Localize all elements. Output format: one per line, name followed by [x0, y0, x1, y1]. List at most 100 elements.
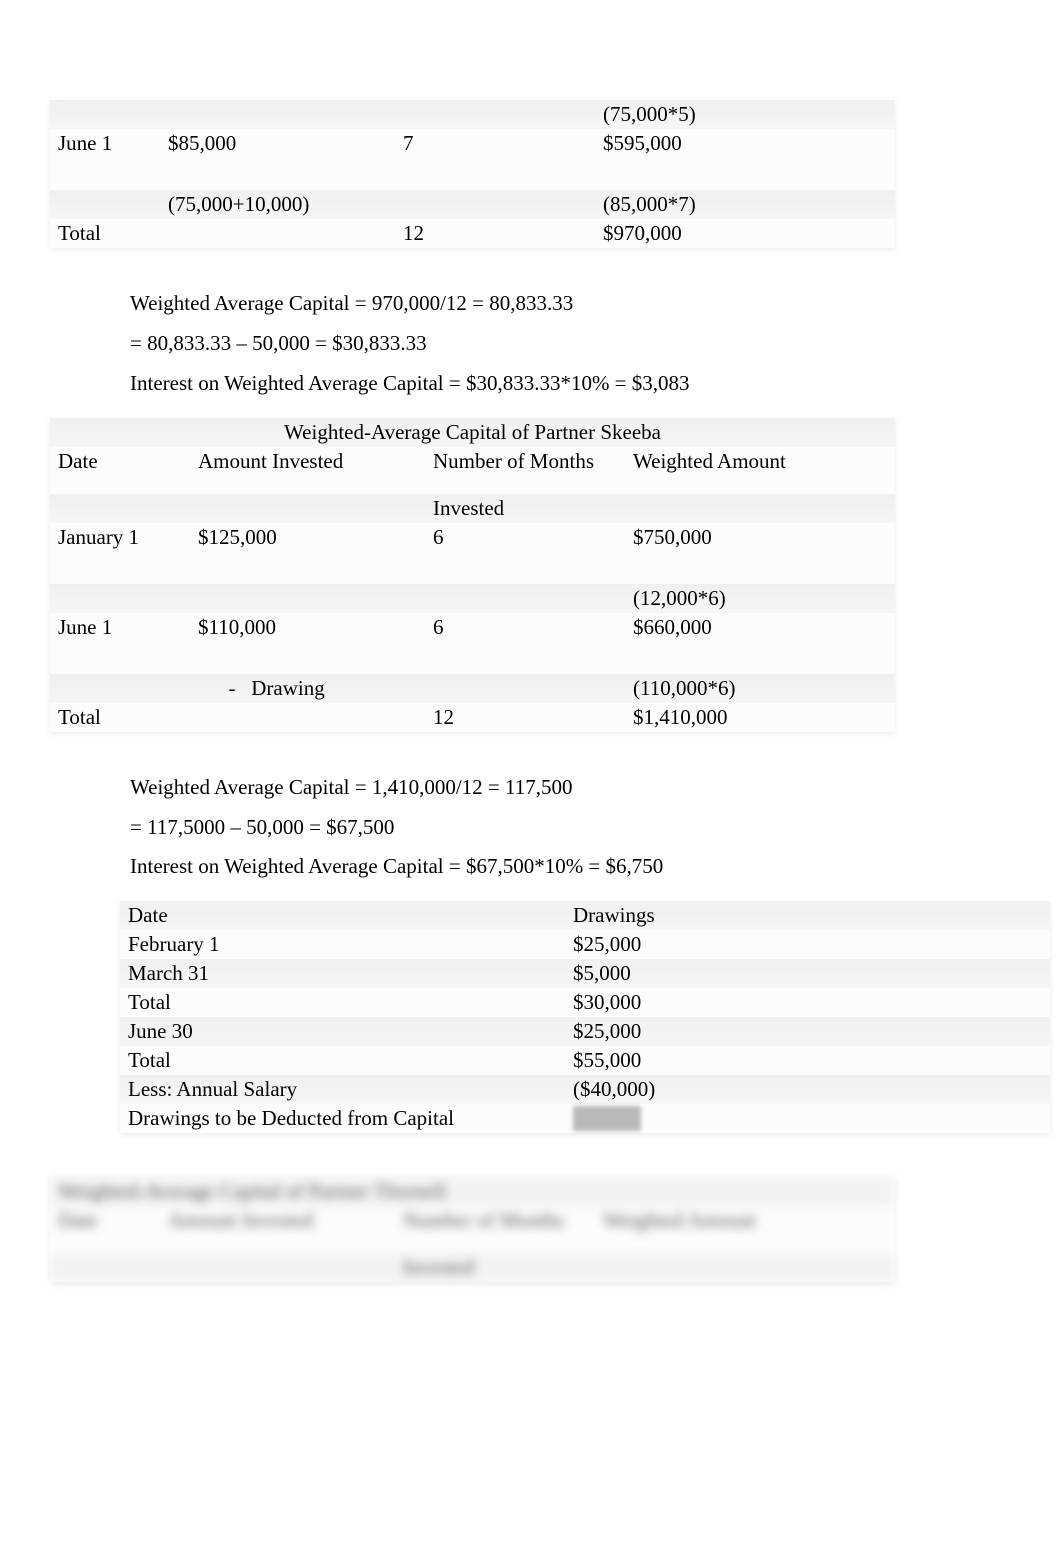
blurred-subspacer	[50, 1235, 895, 1253]
table-row: March 31$5,000	[120, 959, 1050, 988]
table-row	[50, 552, 895, 584]
table-cell	[625, 552, 895, 584]
table-cell: Total	[120, 988, 565, 1017]
table-cell	[50, 100, 160, 129]
calc-block-1: Weighted Average Capital = 970,000/12 = …	[130, 284, 1007, 404]
sub-c4	[625, 494, 895, 523]
table-cell: $25,000	[565, 930, 1050, 959]
table-cell	[395, 100, 595, 129]
table-row: (75,000+10,000) (85,000*7)	[50, 190, 895, 219]
table-cell: $30,000	[565, 988, 1050, 1017]
table-cell: $660,000	[625, 613, 895, 642]
table-cell	[625, 642, 895, 674]
table-drawings: DateDrawingsFebruary 1$25,000March 31$5,…	[120, 901, 1050, 1133]
table-cell: Total	[50, 219, 160, 248]
table-cell: $85,000	[160, 129, 395, 158]
table-row: - Drawing(110,000*6)	[50, 674, 895, 703]
hdr-months: Number of Months	[425, 447, 625, 476]
table-row: DateDrawings	[120, 901, 1050, 930]
calc2-line2: = 117,5000 – 50,000 = $67,500	[130, 808, 1007, 848]
table-skeeba-title: Weighted-Average Capital of Partner Skee…	[50, 418, 895, 447]
table-cell	[50, 190, 160, 219]
table-skeeba-title-row: Weighted-Average Capital of Partner Skee…	[50, 418, 895, 447]
table-cell	[190, 642, 425, 674]
blurred-preview: Weighted-Average Capital of Partner Thor…	[50, 1177, 895, 1282]
table-row	[50, 642, 895, 674]
calc-block-2: Weighted Average Capital = 1,410,000/12 …	[130, 768, 1007, 888]
table-row: (12,000*6)	[50, 584, 895, 613]
table-cell	[425, 552, 625, 584]
table-row: Drawings to be Deducted from Capital $15,…	[120, 1104, 1050, 1133]
bhdr-amount: Amount Invested	[160, 1206, 395, 1235]
table-cell	[160, 158, 395, 190]
sub-c3: Invested	[425, 494, 625, 523]
drawings-body: DateDrawingsFebruary 1$25,000March 31$5,…	[120, 901, 1050, 1133]
table-cell: $595,000	[595, 129, 895, 158]
table-row: June 1$110,0006$660,000	[50, 613, 895, 642]
sub-c2	[190, 494, 425, 523]
table-cell: (85,000*7)	[595, 190, 895, 219]
table-cell: (12,000*6)	[625, 584, 895, 613]
table-cell: ($40,000)	[565, 1075, 1050, 1104]
table-cell: 12	[395, 219, 595, 248]
table-row: June 30$25,000	[120, 1017, 1050, 1046]
hdr-date: Date	[50, 447, 190, 476]
bsub-c3: Invested	[395, 1253, 595, 1282]
table-cell: 12	[425, 703, 625, 732]
table-cell: (75,000+10,000)	[160, 190, 395, 219]
table-cell: Drawings to be Deducted from Capital	[120, 1104, 565, 1133]
table-cell: Drawings	[565, 901, 1050, 930]
table-cell: $15,000	[565, 1104, 1050, 1133]
table-cell: 6	[425, 523, 625, 552]
table-cell	[190, 552, 425, 584]
table-cell: January 1	[50, 523, 190, 552]
table-cell: February 1	[120, 930, 565, 959]
table-row: January 1$125,0006$750,000	[50, 523, 895, 552]
calc2-line3: Interest on Weighted Average Capital = $…	[130, 847, 1007, 887]
table-skeeba: Weighted-Average Capital of Partner Skee…	[50, 418, 895, 732]
table-row: (75,000*5)	[50, 100, 895, 129]
table-cell	[50, 552, 190, 584]
table-row: Total$55,000	[120, 1046, 1050, 1075]
table-skeeba-header-row: Date Amount Invested Number of Months We…	[50, 447, 895, 476]
table-row: Total 12$1,410,000	[50, 703, 895, 732]
table-cell: 6	[425, 613, 625, 642]
dash-icon: -	[218, 676, 246, 701]
table-cell: Total	[50, 703, 190, 732]
table-row	[50, 158, 895, 190]
calc1-line1: Weighted Average Capital = 970,000/12 = …	[130, 284, 1007, 324]
table2-body: January 1$125,0006$750,000 (12,000*6)June…	[50, 523, 895, 732]
table-cell: $125,000	[190, 523, 425, 552]
table-cell	[160, 219, 395, 248]
table-cell: $55,000	[565, 1046, 1050, 1075]
blurred-header-row: Date Amount Invested Number of Months We…	[50, 1206, 895, 1235]
table-cell: Total	[120, 1046, 565, 1075]
table-cell	[50, 674, 190, 703]
blurred-title-row: Weighted-Average Capital of Partner Thor…	[50, 1177, 895, 1206]
table-row: Total12$970,000	[50, 219, 895, 248]
table-cell	[425, 642, 625, 674]
hdr-weight: Weighted Amount	[625, 447, 895, 476]
table-cell: $1,410,000	[625, 703, 895, 732]
table1-body: (75,000*5)June 1$85,0007$595,000(75,000+…	[50, 100, 895, 248]
calc1-line3: Interest on Weighted Average Capital = $…	[130, 364, 1007, 404]
table-cell: $110,000	[190, 613, 425, 642]
table-cell: March 31	[120, 959, 565, 988]
table-row: Total$30,000	[120, 988, 1050, 1017]
bsub-c2	[160, 1253, 395, 1282]
table-cell: June 30	[120, 1017, 565, 1046]
blurred-title: Weighted-Average Capital of Partner Thor…	[50, 1177, 895, 1206]
table-skeeba-subspacer	[50, 476, 895, 494]
calc1-line2: = 80,833.33 – 50,000 = $30,833.33	[130, 324, 1007, 364]
table-cell: $25,000	[565, 1017, 1050, 1046]
bhdr-months: Number of Months	[395, 1206, 595, 1235]
redacted-value: $15,000	[573, 1106, 641, 1131]
table-cell: - Drawing	[190, 674, 425, 703]
table-cell	[425, 674, 625, 703]
table-cell	[50, 158, 160, 190]
table-cell	[50, 642, 190, 674]
table-cell	[595, 158, 895, 190]
table-blurred: Weighted-Average Capital of Partner Thor…	[50, 1177, 895, 1282]
table-cell	[190, 584, 425, 613]
table-cell	[395, 158, 595, 190]
